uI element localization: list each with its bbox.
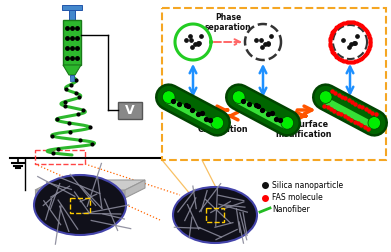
Circle shape [232,91,245,103]
Circle shape [162,91,175,103]
Ellipse shape [34,175,126,235]
Circle shape [211,117,224,129]
Bar [69,10,75,20]
Ellipse shape [173,187,257,243]
Polygon shape [63,65,81,75]
Circle shape [368,117,380,129]
Bar [118,102,142,118]
Bar [63,20,81,65]
Text: FAS surface
modification: FAS surface modification [275,120,332,139]
Bar [162,8,386,160]
Circle shape [281,117,294,129]
Bar [70,198,90,212]
Bar [35,150,85,164]
Circle shape [319,91,332,103]
Bar [70,75,74,81]
Text: V: V [125,104,135,116]
Polygon shape [125,180,145,198]
Polygon shape [35,190,125,198]
Text: Silica nanoparticle: Silica nanoparticle [272,180,343,190]
Text: FAS molecule: FAS molecule [272,194,323,203]
Text: Nanofiber: Nanofiber [272,205,310,214]
Bar [206,208,224,222]
Text: Calcination: Calcination [198,125,249,134]
Text: Phase
separation: Phase separation [204,13,251,32]
Bar [62,5,82,10]
Polygon shape [35,180,145,190]
